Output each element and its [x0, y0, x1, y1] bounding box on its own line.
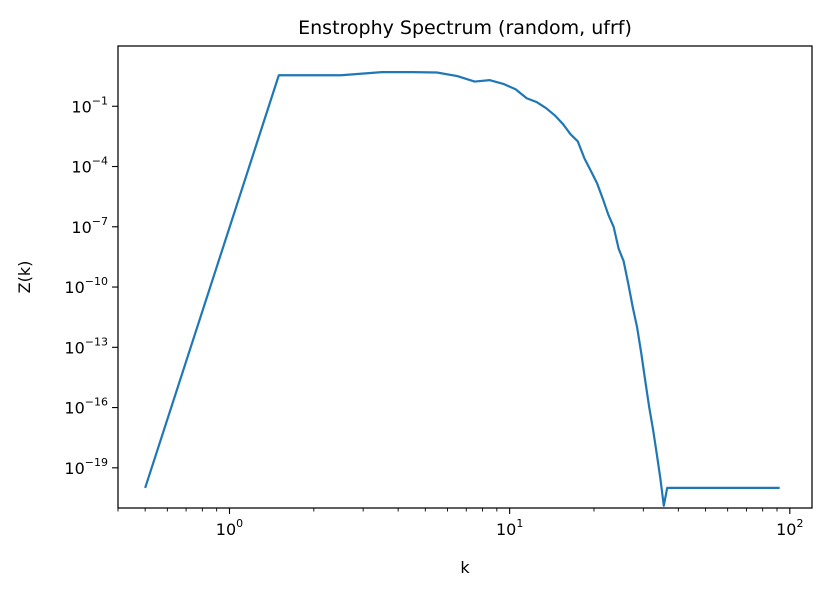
x-tick-label: 102	[776, 517, 803, 539]
x-tick-label: 100	[216, 517, 243, 539]
y-tick-label: 10−13	[64, 335, 108, 357]
y-tick-label: 10−16	[64, 396, 108, 418]
plot-area	[144, 71, 780, 507]
x-tick-label: 101	[496, 517, 523, 539]
y-axis: 10−1 10−4 10−7 10−10 10−13 10−16 10−19	[64, 94, 118, 478]
x-axis: 100 101 102	[117, 508, 803, 539]
y-tick-label: 10−7	[71, 215, 108, 237]
y-tick-label: 10−19	[64, 456, 108, 478]
y-tick-label: 10−4	[71, 155, 108, 177]
x-axis-label: k	[460, 558, 470, 577]
series-line-0	[144, 71, 780, 507]
y-tick-label: 10−1	[71, 94, 108, 116]
y-axis-label: Z(k)	[15, 261, 34, 294]
plot-frame	[117, 45, 813, 509]
y-tick-label: 10−10	[64, 275, 108, 297]
chart-title: Enstrophy Spectrum (random, ufrf)	[298, 17, 632, 39]
